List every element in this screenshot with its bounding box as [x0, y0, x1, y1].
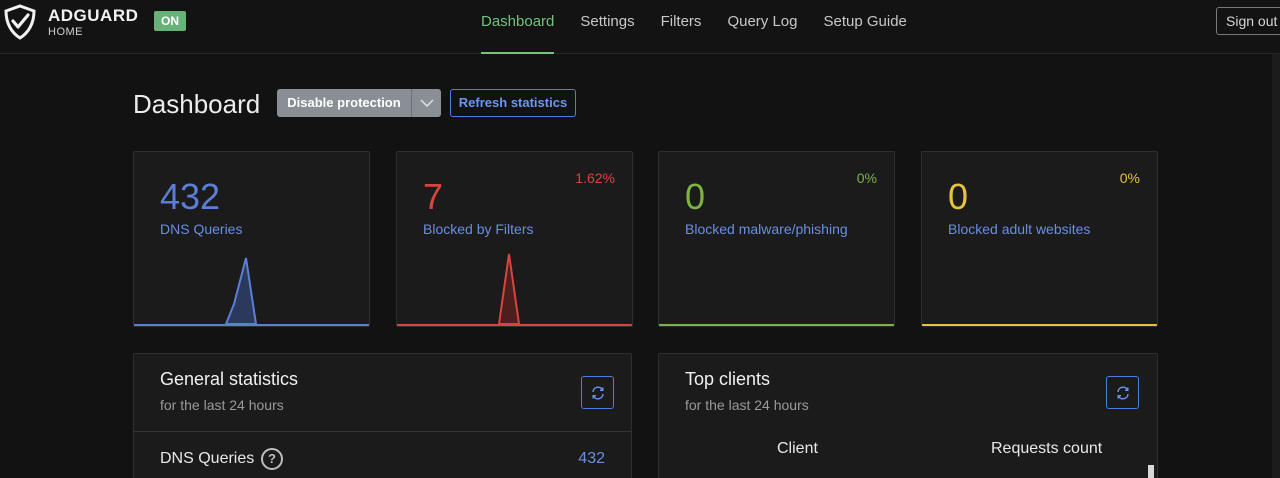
- general-statistics-panel: General statistics for the last 24 hours…: [133, 353, 632, 478]
- protection-status-badge: ON: [154, 11, 186, 31]
- disable-protection-label[interactable]: Disable protection: [277, 89, 412, 117]
- disable-protection-button[interactable]: Disable protection: [277, 89, 441, 117]
- nav-settings[interactable]: Settings: [580, 13, 635, 30]
- stat-label: Blocked by Filters: [423, 221, 534, 237]
- refresh-general-stats-button[interactable]: [581, 376, 614, 409]
- chevron-down-icon: [420, 99, 434, 107]
- stat-label: Blocked adult websites: [948, 221, 1091, 237]
- stat-card-accent-line: [922, 324, 1157, 326]
- nav-dashboard[interactable]: Dashboard: [468, 0, 567, 54]
- brand-name: ADGUARD: [48, 6, 139, 25]
- stat-card-accent-line: [659, 324, 894, 326]
- stat-card-blocked-malware: 0 Blocked malware/phishing 0%: [658, 151, 895, 327]
- stat-percent: 1.62%: [575, 170, 615, 186]
- nav-setup-guide[interactable]: Setup Guide: [823, 13, 907, 30]
- disable-protection-dropdown-toggle[interactable]: [412, 89, 441, 117]
- refresh-icon: [1117, 386, 1129, 400]
- stat-percent: 0%: [1119, 170, 1140, 186]
- panel-subtitle: for the last 24 hours: [160, 397, 284, 413]
- dns-queries-row-value[interactable]: 432: [578, 450, 605, 467]
- stat-value: 7: [423, 176, 444, 217]
- brand-subtitle: HOME: [48, 26, 83, 38]
- dns-queries-row-label: DNS Queries: [160, 450, 255, 467]
- help-question-icon[interactable]: ?: [261, 448, 283, 470]
- panel-title: General statistics: [160, 369, 299, 389]
- refresh-statistics-button[interactable]: Refresh statistics: [450, 89, 576, 117]
- stat-card-dns-queries: 432 DNS Queries: [133, 151, 370, 327]
- stat-card-accent-line: [397, 324, 632, 326]
- panel-divider: [134, 431, 631, 432]
- stat-card-blocked-adult: 0 Blocked adult websites 0%: [921, 151, 1158, 327]
- brand[interactable]: ADGUARD HOME: [48, 7, 138, 39]
- stat-card-accent-line: [134, 324, 369, 326]
- nav-query-log[interactable]: Query Log: [727, 13, 798, 30]
- refresh-top-clients-button[interactable]: [1106, 376, 1139, 409]
- panel-title: Top clients: [685, 369, 771, 389]
- stat-value: 0: [685, 176, 706, 217]
- column-header-requests-count[interactable]: Requests count: [991, 440, 1103, 457]
- page-scrollbar[interactable]: [1272, 54, 1280, 478]
- stat-label: Blocked malware/phishing: [685, 221, 848, 237]
- top-clients-panel: Top clients for the last 24 hours Client…: [658, 353, 1158, 478]
- stat-card-blocked-filters: 7 Blocked by Filters 1.62%: [396, 151, 633, 327]
- panel-subtitle: for the last 24 hours: [685, 397, 809, 413]
- stat-value: 432: [160, 176, 221, 217]
- page-title: Dashboard: [133, 89, 261, 119]
- stat-label: DNS Queries: [160, 221, 243, 237]
- blocked-filters-sparkline: [497, 253, 521, 325]
- dns-queries-sparkline: [224, 257, 258, 325]
- top-navbar: ADGUARD HOME ON Dashboard Settings Filte…: [0, 0, 1280, 54]
- column-header-client[interactable]: Client: [777, 440, 818, 457]
- table-scrollbar[interactable]: [1148, 465, 1154, 478]
- adguard-shield-logo-icon[interactable]: [2, 4, 38, 40]
- stat-percent: 0%: [856, 170, 877, 186]
- refresh-icon: [592, 386, 604, 400]
- nav-filters[interactable]: Filters: [660, 13, 702, 30]
- sign-out-button[interactable]: Sign out: [1216, 7, 1280, 35]
- stat-value: 0: [948, 176, 969, 217]
- main-nav: Dashboard Settings Filters Query Log Set…: [468, 0, 920, 54]
